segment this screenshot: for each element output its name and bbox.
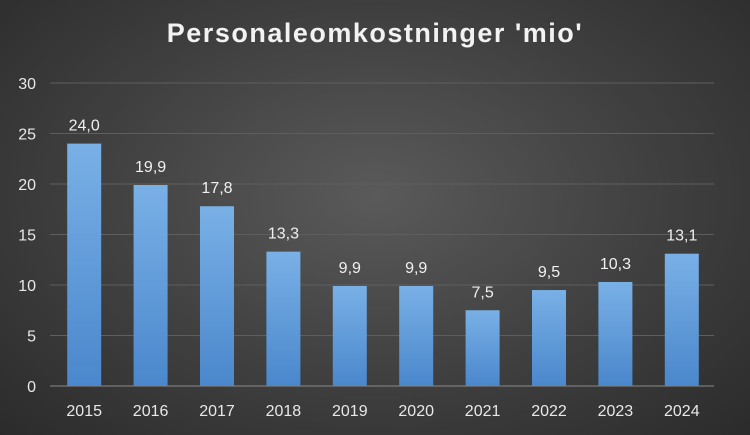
x-tick-label: 2017	[199, 403, 235, 420]
bars	[67, 143, 699, 386]
x-tick-label: 2020	[398, 403, 434, 420]
x-tick-label: 2021	[465, 403, 501, 420]
x-tick-label: 2024	[664, 403, 700, 420]
bar	[664, 253, 699, 386]
bar	[67, 143, 102, 386]
data-label: 19,9	[135, 159, 166, 176]
bar	[332, 286, 367, 386]
bar	[133, 185, 168, 386]
data-label: 9,9	[405, 260, 427, 277]
data-label: 9,9	[339, 260, 361, 277]
x-tick-label: 2022	[531, 403, 567, 420]
y-tick-label: 5	[27, 329, 36, 346]
bar	[532, 290, 566, 386]
bar	[465, 310, 500, 386]
data-label: 10,3	[600, 256, 631, 273]
y-tick-label: 30	[18, 76, 36, 93]
chart-title: Personaleomkostninger 'mio'	[166, 18, 584, 48]
x-axis-ticks: 2015 2016 2017 2018 2019 2020 2021 2022 2023 2024	[66, 403, 699, 420]
bar	[266, 251, 301, 386]
data-labels: 24,0 19,9 17,8 13,3 9,9 9,9 7,5 9,5 10,3 13,1	[69, 118, 698, 302]
bar	[598, 281, 633, 386]
data-label: 17,8	[201, 180, 232, 197]
bar	[399, 286, 434, 386]
data-label: 7,5	[471, 284, 493, 301]
y-axis-ticks: 0 5 10 15 20 25 30	[18, 76, 36, 396]
y-tick-label: 0	[27, 379, 36, 396]
data-label: 13,1	[666, 228, 697, 245]
data-label: 9,5	[538, 264, 560, 281]
x-tick-label: 2019	[332, 403, 368, 420]
y-tick-label: 20	[18, 177, 36, 194]
x-tick-label: 2023	[598, 403, 634, 420]
x-tick-label: 2015	[66, 403, 102, 420]
y-tick-label: 10	[18, 278, 36, 295]
data-label: 13,3	[268, 226, 299, 243]
x-tick-label: 2016	[133, 403, 169, 420]
data-label: 24,0	[69, 118, 100, 135]
x-tick-label: 2018	[266, 403, 302, 420]
y-tick-label: 15	[18, 228, 36, 245]
y-tick-label: 25	[18, 127, 36, 144]
bar	[200, 206, 234, 386]
